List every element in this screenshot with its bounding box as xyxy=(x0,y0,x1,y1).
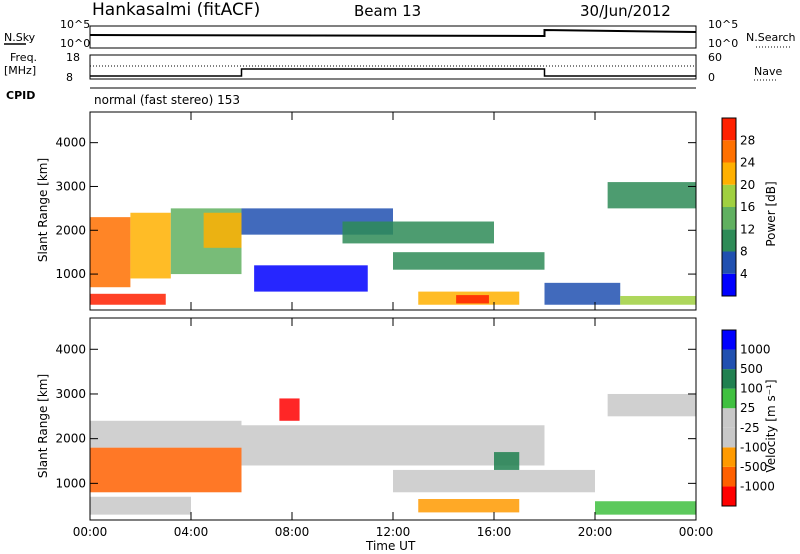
data-region xyxy=(418,498,520,513)
colorbar-tick-label: 25 xyxy=(740,401,755,415)
x-tick-label: 08:00 xyxy=(275,525,310,539)
colorbar-segment xyxy=(722,349,736,370)
x-tick-label: 20:00 xyxy=(578,525,613,539)
colorbar-tick-label: -500 xyxy=(740,460,767,474)
data-region xyxy=(456,295,489,304)
data-region xyxy=(90,447,242,493)
beam-label: Beam 13 xyxy=(354,2,422,20)
x-tick-label: 04:00 xyxy=(174,525,209,539)
data-region xyxy=(494,452,520,470)
colorbar-segment xyxy=(722,388,736,409)
data-region xyxy=(279,398,300,421)
data-region xyxy=(130,212,171,279)
nsky-tick-top: 10^5 xyxy=(60,18,91,31)
time-xlabel: Time UT xyxy=(366,539,416,553)
data-region xyxy=(544,282,621,305)
x-tick-label: 16:00 xyxy=(477,525,512,539)
colorbar-tick-label: 12 xyxy=(740,222,755,236)
freq-tick-top: 18 xyxy=(66,51,80,64)
nave-tick-top: 60 xyxy=(708,51,722,64)
colorbar-segment xyxy=(722,427,736,448)
nsearch-tick-bottom: 10^0 xyxy=(708,37,739,50)
colorbar-segment xyxy=(722,466,736,487)
colorbar-tick-label: 1000 xyxy=(740,343,771,357)
data-region xyxy=(254,265,368,292)
station-title: Hankasalmi (fitACF) xyxy=(92,0,261,20)
colorbar-segment xyxy=(722,207,736,230)
cpid-label: CPID xyxy=(6,89,36,102)
data-region xyxy=(607,393,696,417)
nsky-label: N.Sky xyxy=(4,31,36,44)
colorbar-segment xyxy=(722,184,736,207)
data-region xyxy=(203,212,242,248)
y-tick-label: 1000 xyxy=(55,476,86,490)
nave-label: Nave xyxy=(754,65,783,78)
data-region xyxy=(90,293,166,305)
colorbar-segment xyxy=(722,162,736,185)
freq-trace xyxy=(90,68,696,77)
y-tick-label: 4000 xyxy=(55,342,86,356)
nsky-strip-frame xyxy=(89,25,697,49)
colorbar-tick-label: -25 xyxy=(740,421,760,435)
freq-tick-bottom: 8 xyxy=(66,71,73,84)
colorbar-segment xyxy=(722,273,736,296)
colorbar-segment xyxy=(722,447,736,467)
data-region xyxy=(620,295,696,305)
colorbar-segment xyxy=(722,330,736,350)
data-region xyxy=(90,420,242,448)
data-region xyxy=(342,221,494,244)
freq-strip-frame xyxy=(89,54,697,80)
date-label: 30/Jun/2012 xyxy=(580,2,671,20)
y-tick-label: 3000 xyxy=(55,387,86,401)
nave-tick-bottom: 0 xyxy=(708,71,715,84)
colorbar-tick-label: 500 xyxy=(740,362,763,376)
nsearch-label: N.Search xyxy=(746,31,796,44)
x-tick-label: 00:00 xyxy=(679,525,714,539)
nsearch-tick-top: 10^5 xyxy=(708,18,739,31)
data-region xyxy=(595,501,696,515)
colorbar-tick-label: 28 xyxy=(740,133,755,147)
colorbar-tick-label: 4 xyxy=(740,267,748,281)
freq-label-1: Freq. xyxy=(10,51,38,64)
colorbar-tick-label: -100 xyxy=(740,440,767,454)
colorbar-segment xyxy=(722,118,736,141)
freq-label-2: [MHz] xyxy=(4,64,37,77)
data-region xyxy=(90,496,191,515)
data-region xyxy=(393,252,545,270)
colorbar-segment xyxy=(722,229,736,252)
colorbar-frame xyxy=(721,117,737,297)
nsky-tick-bottom: 10^0 xyxy=(60,37,91,50)
colorbar-tick-label: -1000 xyxy=(740,479,775,493)
data-region xyxy=(607,182,696,209)
colorbar-tick-label: 16 xyxy=(740,200,755,214)
y-tick-label: 2000 xyxy=(55,432,86,446)
colorbar-segment xyxy=(722,486,736,506)
colorbar-tick-label: 100 xyxy=(740,382,763,396)
y-tick-label: 3000 xyxy=(55,179,86,193)
x-tick-label: 00:00 xyxy=(73,525,108,539)
colorbar-tick-label: 20 xyxy=(740,178,755,192)
data-region xyxy=(393,469,595,493)
colorbar-segment xyxy=(722,408,736,428)
colorbar-segment xyxy=(722,140,736,163)
y-tick-label: 1000 xyxy=(55,267,86,281)
colorbar-segment xyxy=(722,251,736,274)
nsky-trace xyxy=(89,28,697,38)
x-tick-label: 12:00 xyxy=(376,525,411,539)
data-region xyxy=(90,217,131,288)
y-tick-label: 4000 xyxy=(55,136,86,150)
y-tick-label: 2000 xyxy=(55,223,86,237)
colorbar-frame xyxy=(721,329,737,507)
cpid-text: normal (fast stereo) 153 xyxy=(94,93,241,107)
colorbar-tick-label: 8 xyxy=(740,245,748,259)
colorbar-segment xyxy=(722,369,736,389)
colorbar-tick-label: 24 xyxy=(740,156,755,170)
